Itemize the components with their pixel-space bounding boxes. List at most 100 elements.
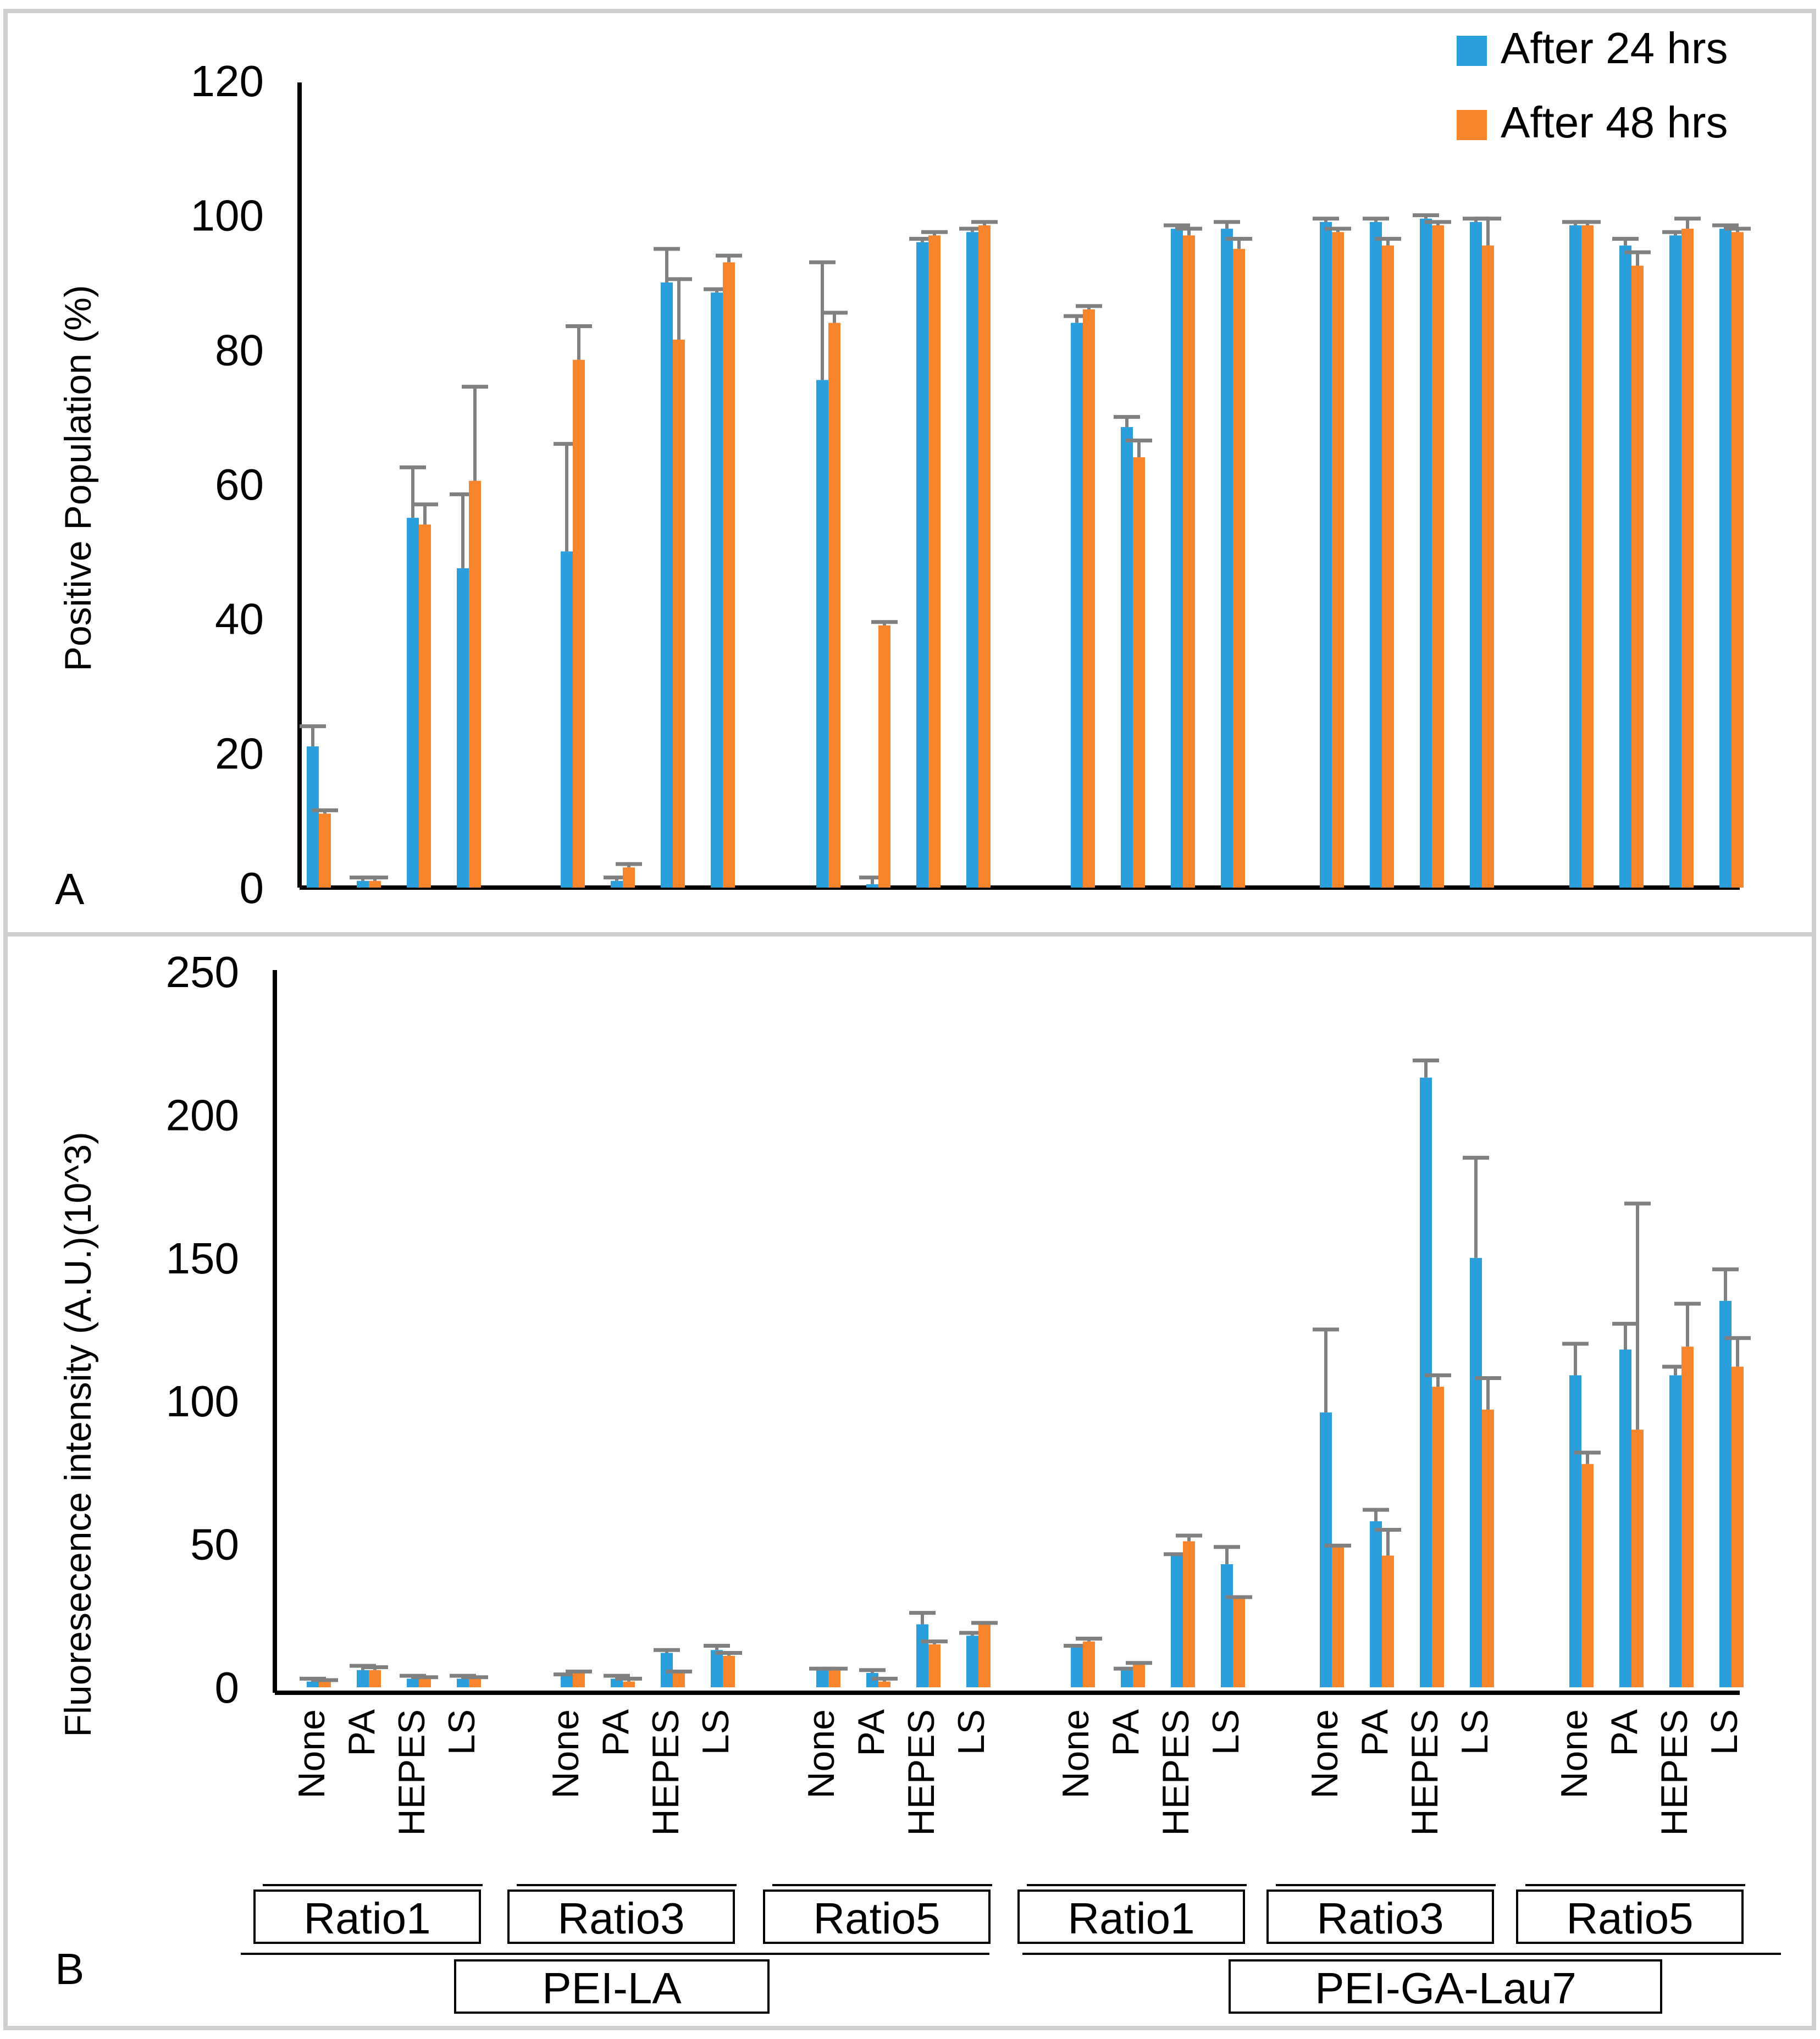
bar-48h — [369, 1670, 381, 1687]
category-label: None — [1055, 1709, 1097, 1799]
bar-48h — [469, 480, 481, 888]
bar-48h — [1482, 245, 1494, 888]
bar-24h — [307, 1681, 319, 1687]
bar-48h — [673, 1672, 685, 1687]
bar-48h — [1133, 457, 1145, 888]
bar-48h — [1382, 1555, 1394, 1687]
category-label: LS — [1454, 1709, 1496, 1755]
y-tick-label: 80 — [215, 325, 264, 374]
ratio-label: Ratio3 — [557, 1894, 684, 1943]
bar-24h — [916, 242, 928, 888]
bar-48h — [319, 813, 331, 888]
category-label: None — [545, 1709, 587, 1799]
y-tick-label: 0 — [240, 863, 264, 912]
y-tick-label: 50 — [190, 1520, 239, 1569]
bar-48h — [1332, 1547, 1344, 1687]
bar-24h — [1719, 1300, 1732, 1687]
bar-48h — [878, 625, 890, 888]
bar-24h — [1569, 1375, 1581, 1687]
polymer-label-pei-la: PEI-LA — [542, 1964, 682, 2013]
bar-24h — [1669, 1375, 1681, 1687]
bar-48h — [878, 1681, 890, 1687]
y-tick-label: 100 — [191, 191, 264, 240]
category-label: HEPES — [391, 1709, 433, 1836]
bar-24h — [1470, 1257, 1482, 1687]
bar-48h — [1631, 1429, 1644, 1687]
category-label: None — [1553, 1709, 1595, 1799]
plot-area-a: 0 20 40 60 80 100 120 — [191, 57, 1751, 912]
polymer-label-pei-ga-lau7: PEI-GA-Lau7 — [1315, 1964, 1576, 2013]
y-tick-label: 100 — [166, 1377, 239, 1426]
bar-48h — [1183, 1541, 1195, 1687]
ratio-label: Ratio5 — [1566, 1894, 1693, 1943]
panel-b-frame — [3, 932, 1816, 2030]
ratio-box — [253, 1890, 481, 1944]
category-label: PA — [1354, 1709, 1396, 1756]
bar-24h — [357, 1670, 369, 1687]
bar-48h — [1631, 265, 1644, 888]
legend: After 24 hrs After 48 hrs — [1457, 24, 1728, 147]
bar-24h — [1619, 245, 1631, 888]
bar-48h — [1581, 1464, 1594, 1687]
bar-24h — [711, 1650, 723, 1687]
category-label: LS — [695, 1709, 737, 1755]
category-label: HEPES — [1404, 1709, 1446, 1836]
category-label: PA — [341, 1709, 383, 1756]
ratio-box — [507, 1890, 735, 1944]
bar-48h — [573, 1672, 585, 1687]
category-labels: None PA HEPES LS None PA HEPES LS None PA HEPES LS N… — [291, 1709, 1745, 1836]
bar-24h — [661, 282, 673, 888]
polymer-box — [454, 1959, 770, 2014]
category-label: PA — [595, 1709, 637, 1756]
bar-48h — [978, 1624, 991, 1687]
bar-24h — [1420, 218, 1432, 888]
bar-48h — [319, 1681, 331, 1687]
bar-24h — [1420, 1077, 1432, 1687]
category-label: PA — [1105, 1709, 1147, 1756]
bar-48h — [1083, 1641, 1095, 1687]
bar-24h — [816, 1670, 828, 1687]
bar-48h — [1183, 235, 1195, 888]
bar-24h — [1221, 229, 1233, 888]
bar-48h — [928, 235, 941, 888]
category-label: None — [1304, 1709, 1346, 1799]
bar-24h — [611, 880, 623, 888]
y-tick-label: 120 — [191, 57, 264, 106]
ratio-box — [763, 1890, 991, 1944]
bar-24h — [1121, 427, 1133, 888]
bar-48h — [1482, 1409, 1494, 1687]
bar-48h — [419, 1678, 431, 1687]
bar-24h — [1669, 235, 1681, 888]
bar-48h — [1681, 229, 1694, 888]
bar-24h — [1071, 323, 1083, 888]
bar-24h — [1171, 1555, 1183, 1687]
bar-48h — [369, 880, 381, 888]
bar-24h — [1719, 229, 1732, 888]
ratio-label: Ratio3 — [1316, 1894, 1443, 1943]
y-tick-label: 20 — [215, 729, 264, 778]
category-label: HEPES — [645, 1709, 687, 1836]
legend-swatch-48h — [1457, 110, 1487, 140]
bar-24h — [866, 884, 878, 888]
bar-24h — [611, 1678, 623, 1687]
bar-24h — [966, 1636, 978, 1687]
bar-48h — [1233, 1598, 1245, 1687]
bar-24h — [1470, 221, 1482, 888]
bar-24h — [1221, 1564, 1233, 1687]
bar-24h — [966, 232, 978, 888]
category-label: LS — [950, 1709, 992, 1755]
bar-48h — [1332, 232, 1344, 888]
bar-24h — [1121, 1670, 1133, 1687]
bar-48h — [1382, 245, 1394, 888]
ratio-box — [1266, 1890, 1494, 1944]
ratio-box — [1017, 1890, 1245, 1944]
bar-48h — [1233, 248, 1245, 888]
bar-24h — [357, 880, 369, 888]
bar-48h — [419, 524, 431, 888]
panel-b-label: B — [55, 1944, 84, 1993]
y-tick-label: 250 — [166, 948, 239, 996]
bar-48h — [1083, 309, 1095, 888]
y-tick-label: 0 — [215, 1663, 240, 1712]
bar-48h — [828, 323, 840, 888]
bar-48h — [573, 359, 585, 888]
